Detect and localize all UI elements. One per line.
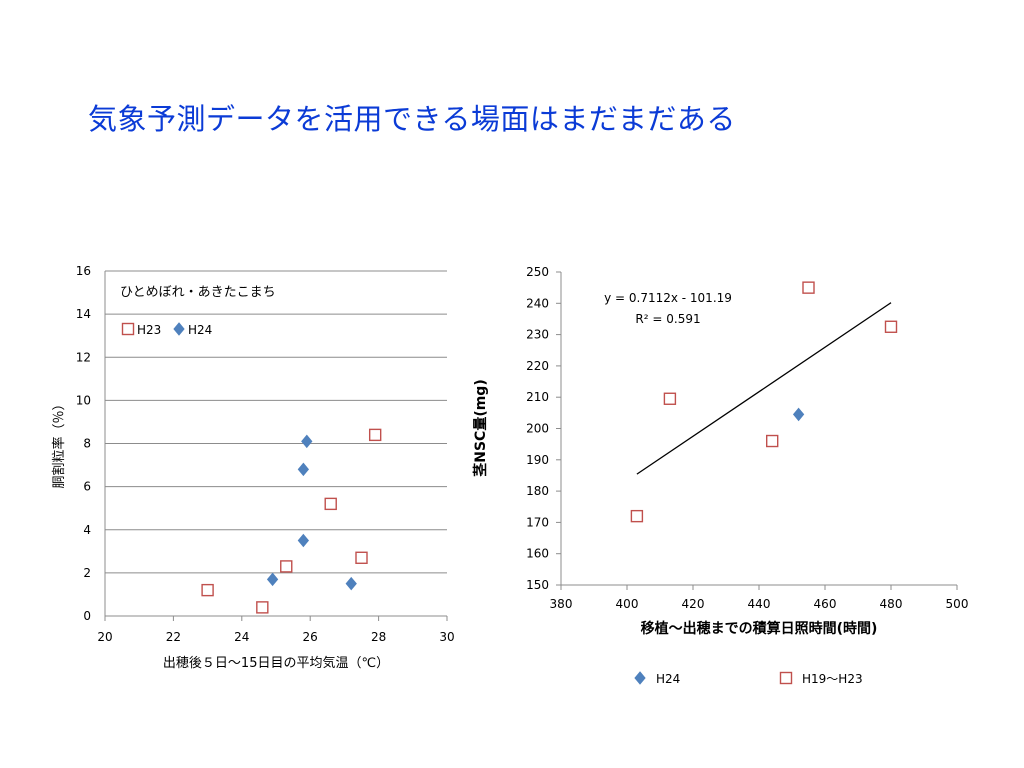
chart2-x-tick-label: 460 [814,597,837,611]
chart2-y-tick-label: 150 [526,578,549,592]
chart2-x-tick-label: 480 [880,597,903,611]
chart2-legend-label: H24 [656,672,680,686]
chart2-point-h24 [792,407,805,422]
chart1-legend-label: H24 [188,323,212,337]
chart1-y-tick-label: 16 [76,264,91,278]
chart2-legend-label: H19～H23 [802,672,863,686]
chart1-point-h23 [256,601,269,614]
chart1-point-h24 [301,434,313,449]
chart1-point-h24 [266,572,279,587]
chart2-y-tick-label: 160 [526,547,549,561]
chart2-trendline [636,302,892,475]
chart2-point-h19-h23 [630,509,644,523]
chart1-point-h24 [297,533,310,548]
chart1-y-tick-label: 4 [83,523,91,537]
chart1-y-tick-label: 2 [83,566,91,580]
chart2-y-tick-label: 180 [526,484,549,498]
chart1-legend-marker [173,322,185,336]
chart1-x-tick-label: 26 [303,630,318,644]
chart2-point-h19-h23 [884,320,898,333]
chart2-y-tick-label: 240 [526,296,549,310]
chart1-x-axis-label: 出穂後５日～15日目の平均気温（℃） [163,655,389,671]
slide-title: 気象予測データを活用できる場面はまだまだある [88,102,736,136]
chart2-x-axis-label: 移植～出穂までの積算日照時間(時間) [641,620,878,637]
chart2-y-tick-label: 250 [526,265,549,279]
chart1-y-tick-label: 0 [83,609,91,623]
chart2-y-tick-label: 190 [526,453,549,467]
chart2-x-tick-label: 380 [550,597,573,611]
chart2-trendline-equation: y = 0.7112x - 101.19 [604,291,732,305]
chart1-annotation: ひとめぼれ・あきたこまち [120,285,276,300]
chart2-y-axis-label: 茎NSC量(mg) [472,379,489,476]
chart1-x-tick-label: 24 [234,630,249,644]
chart1-y-tick-label: 6 [83,480,91,494]
chart1-point-h23 [368,428,382,442]
chart1-y-tick-label: 10 [76,393,91,407]
chart1-x-tick-label: 22 [166,630,181,644]
chart1-point-h24 [297,462,310,477]
chart2-y-tick-label: 220 [526,359,549,373]
chart2-legend-marker [634,671,646,685]
chart1-point-h23 [355,551,368,564]
chart1-x-tick-label: 28 [371,630,386,644]
chart2-y-tick-label: 170 [526,515,549,529]
chart2-point-h19-h23 [802,281,815,294]
chart2-point-h19-h23 [663,392,677,405]
chart1-point-h23 [324,497,337,511]
chart1-y-tick-label: 8 [83,437,91,451]
chart1-y-axis-label: 胴割粒率（％） [51,397,67,488]
chart2-y-tick-label: 230 [526,328,549,342]
chart1-y-tick-label: 12 [76,350,91,364]
chart2-y-tick-label: 200 [526,422,549,436]
chart1-x-tick-label: 30 [439,630,454,644]
chart1-legend-marker [121,322,135,336]
chart2-r-squared: R² = 0.591 [635,312,700,326]
chart1-point-h23 [201,583,214,597]
chart2-y-tick-label: 210 [526,390,549,404]
chart2-x-tick-label: 500 [946,597,969,611]
chart2-point-h19-h23 [766,434,779,448]
chart2-x-tick-label: 400 [616,597,639,611]
chart1-point-h24 [345,576,357,591]
chart1-x-tick-label: 20 [97,630,112,644]
chart1-y-tick-label: 14 [76,307,91,321]
chart2-legend-marker [779,671,793,685]
chart2-x-tick-label: 420 [682,597,705,611]
chart2-x-tick-label: 440 [748,597,771,611]
chart1-legend-label: H23 [137,323,161,337]
chart1-point-h23 [280,560,293,573]
